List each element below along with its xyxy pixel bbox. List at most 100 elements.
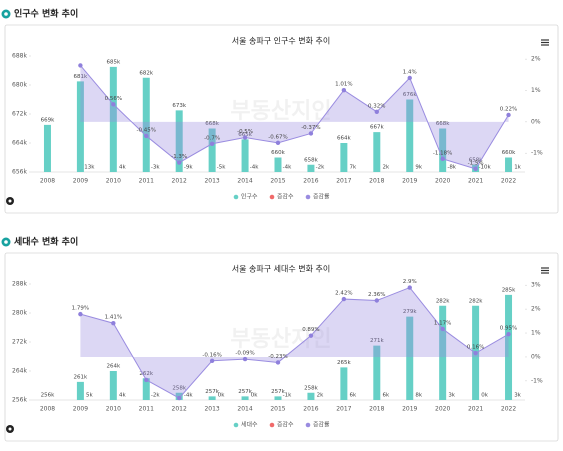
change-label: -2k xyxy=(316,165,325,171)
rate-point xyxy=(78,63,83,68)
rate-point xyxy=(144,377,149,383)
x-tick-label: 2018 xyxy=(369,406,384,413)
rate-point xyxy=(440,326,445,332)
bar-label: 681k xyxy=(74,74,88,80)
rate-point xyxy=(177,395,182,401)
y2-tick-label: -1% xyxy=(531,150,543,157)
rate-point xyxy=(242,356,248,362)
bar xyxy=(241,139,249,172)
legend-swatch xyxy=(305,194,311,200)
y2-tick-label: 3% xyxy=(531,282,541,289)
rate-label: 1.79% xyxy=(72,306,89,312)
rate-point xyxy=(308,333,314,338)
rate-point xyxy=(407,285,412,290)
bar-label: 258k xyxy=(172,385,186,391)
change-label: -1k xyxy=(283,393,292,399)
bar-label: 682k xyxy=(139,70,153,76)
rate-point xyxy=(144,133,149,139)
legend-label: 증감률 xyxy=(313,194,330,201)
bar-label: 282k xyxy=(436,298,450,304)
legend-swatch xyxy=(269,422,275,428)
x-tick-label: 2012 xyxy=(172,406,187,413)
bar xyxy=(340,367,348,400)
x-tick-label: 2019 xyxy=(402,178,417,185)
bar xyxy=(439,305,447,400)
x-tick-label: 2019 xyxy=(402,406,417,413)
legend-label: 증감수 xyxy=(277,194,294,201)
change-label: -10k xyxy=(479,165,492,171)
change-label: -3k xyxy=(151,165,160,171)
bar-label: 279k xyxy=(403,309,417,315)
bar-label: 660k xyxy=(271,150,285,156)
legend-label: 증감률 xyxy=(313,422,330,429)
bar-label: 667k xyxy=(370,125,384,131)
rate-point xyxy=(209,141,215,146)
change-label: 6k xyxy=(350,393,357,399)
y2-tick-label: 1% xyxy=(531,87,541,94)
y-tick-label: 656k xyxy=(12,169,27,176)
rate-label: 0.22% xyxy=(500,106,517,112)
change-label: 2k xyxy=(317,393,324,399)
bar-label: 658k xyxy=(304,157,318,163)
bar xyxy=(142,378,150,400)
y-tick-label: 264k xyxy=(12,368,27,375)
bar xyxy=(439,128,447,172)
x-tick-label: 2014 xyxy=(237,178,252,185)
y-tick-label: 672k xyxy=(12,111,27,118)
x-tick-label: 2008 xyxy=(40,406,55,413)
bar-label: 658k xyxy=(469,157,483,163)
legend-swatch xyxy=(233,422,239,428)
rate-point xyxy=(473,350,478,356)
x-tick-label: 2020 xyxy=(435,178,450,185)
rate-label: -0.16% xyxy=(202,352,221,358)
change-label: 0k xyxy=(251,393,258,399)
bar xyxy=(175,110,183,172)
bar-label: 676k xyxy=(403,92,417,98)
rate-label: -0.23% xyxy=(268,354,287,360)
x-tick-label: 2016 xyxy=(303,178,318,185)
x-tick-label: 2010 xyxy=(106,406,121,413)
y-tick-label: 688k xyxy=(12,53,27,60)
bar xyxy=(307,164,315,172)
rate-label: -0.09% xyxy=(235,351,254,357)
bar xyxy=(373,345,381,400)
y2-tick-label: 0% xyxy=(531,118,541,125)
rate-point xyxy=(111,102,116,107)
rate-label: 1.17% xyxy=(434,320,451,326)
rate-point xyxy=(209,358,215,363)
x-tick-label: 2014 xyxy=(237,406,252,413)
bar-label: 282k xyxy=(469,298,483,304)
change-label: 1k xyxy=(514,165,521,171)
bar-label: 285k xyxy=(502,287,516,293)
area-fill xyxy=(80,287,509,399)
bar-label: 271k xyxy=(370,338,384,344)
y2-tick-label: 2% xyxy=(531,306,541,313)
bar xyxy=(76,81,84,172)
y2-tick-label: 1% xyxy=(531,330,541,337)
bar-label: 258k xyxy=(304,385,318,391)
rate-label: 0.56% xyxy=(105,96,122,102)
legend-swatch xyxy=(269,194,275,200)
change-label: 6k xyxy=(382,393,389,399)
rate-point xyxy=(78,311,83,317)
rate-label: 0.32% xyxy=(368,103,385,109)
rate-label: -0.67% xyxy=(268,134,287,140)
bar xyxy=(109,66,117,172)
legend-label: 증감수 xyxy=(277,422,294,429)
area-fill xyxy=(80,65,509,169)
rate-label: 1.4% xyxy=(403,69,417,75)
x-tick-label: 2022 xyxy=(501,178,516,185)
y2-tick-label: -1% xyxy=(531,377,543,384)
bar-label: 669k xyxy=(41,117,55,123)
rate-line xyxy=(80,65,509,170)
bar-label: 264k xyxy=(106,364,120,370)
x-tick-label: 2020 xyxy=(435,406,450,413)
change-label: 5k xyxy=(86,393,93,399)
y-tick-label: 664k xyxy=(12,140,27,147)
rate-point xyxy=(177,160,182,165)
change-label: 9k xyxy=(415,165,422,171)
bar xyxy=(142,77,150,172)
x-tick-label: 2017 xyxy=(336,178,351,185)
rate-point xyxy=(341,296,347,302)
